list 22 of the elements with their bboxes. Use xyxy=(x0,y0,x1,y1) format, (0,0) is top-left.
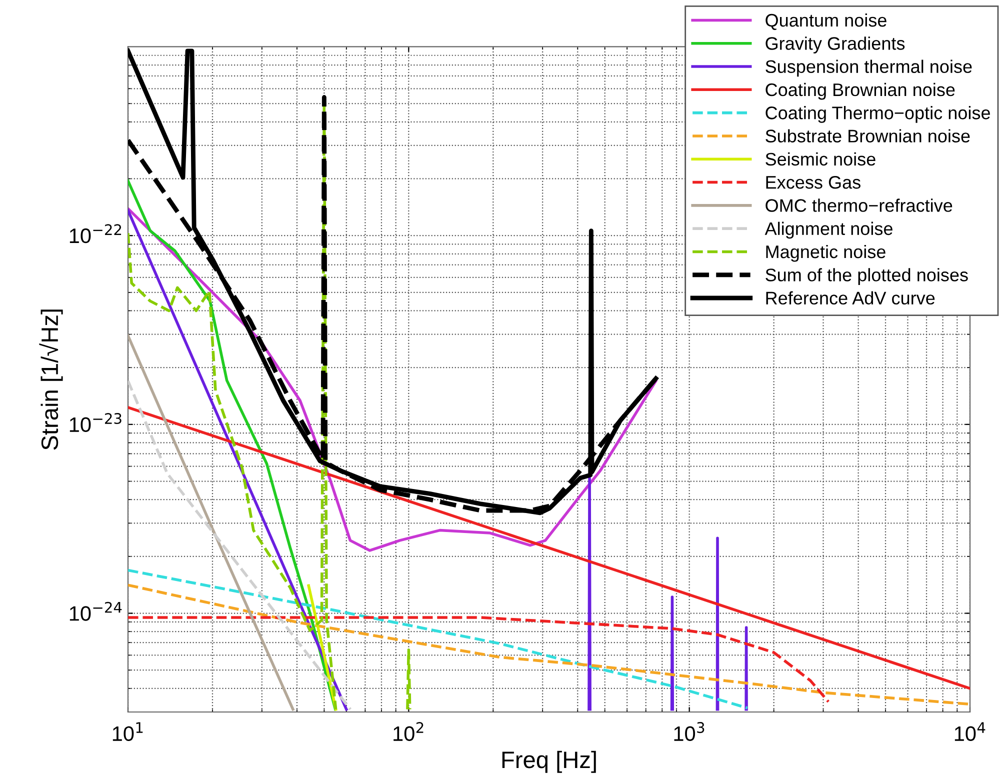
legend-label: Gravity Gradients xyxy=(766,36,905,54)
legend-label: Sum of the plotted noises xyxy=(766,268,968,285)
legend-label: Alignment noise xyxy=(764,222,892,239)
y-tick-label: 10$^{−22}$ xyxy=(70,224,122,244)
x-tick-label: 10$^{4}$ xyxy=(954,722,986,742)
legend-label: Seismic noise xyxy=(766,152,876,166)
y-tick-label: 10$^{−23}$ xyxy=(70,413,122,432)
legend-label: Excess Gas xyxy=(766,176,860,189)
legend-label: Coating Thermo−optic noise xyxy=(766,106,990,123)
legend-label: Reference AdV curve xyxy=(766,291,935,305)
x-tick-label: 10$^{1}$ xyxy=(112,722,143,742)
y-axis-title: Strain [1/√Hz] xyxy=(39,310,63,450)
x-tick-label: 10$^{3}$ xyxy=(674,722,704,742)
legend-label: Quantum noise xyxy=(766,13,886,30)
legend-label: Suspension thermal noise xyxy=(766,60,972,77)
legend-label: Substrate Brownian noise xyxy=(766,129,970,142)
legend-label: Magnetic noise xyxy=(766,244,886,262)
legend-label: OMC thermo−refractive xyxy=(766,198,952,212)
legend-label: Coating Brownian noise xyxy=(766,82,955,100)
x-axis-title: Freq [Hz] xyxy=(502,750,596,773)
y-tick-label: 10$^{−24}$ xyxy=(70,602,122,621)
x-tick-label: 10$^{2}$ xyxy=(394,722,424,742)
